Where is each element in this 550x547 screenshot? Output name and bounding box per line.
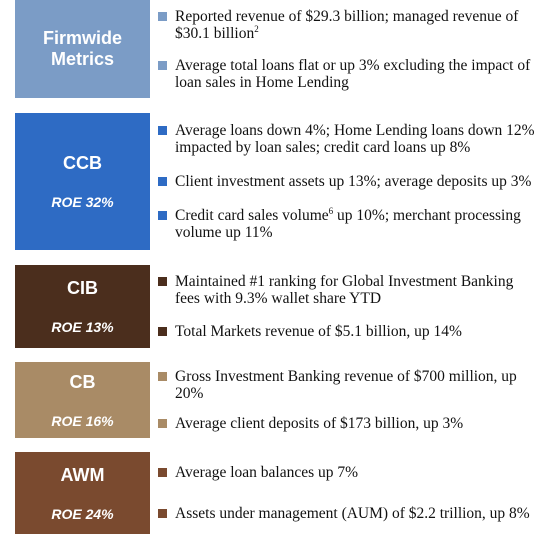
bullet-marker xyxy=(158,176,167,186)
bullet-text: Average loans down 4%; Home Lending loan… xyxy=(175,121,535,156)
segment-label: Firmwide Metrics xyxy=(42,28,122,69)
bullet-marker xyxy=(158,277,167,286)
bullet: Average total loans flat or up 3% exclud… xyxy=(158,57,540,91)
bullet: Average client deposits of $173 billion,… xyxy=(158,415,540,432)
bullet-marker xyxy=(158,418,167,428)
segment-label: CCB xyxy=(63,153,102,173)
segment-label: AWM xyxy=(60,464,105,485)
segment-box: CIB ROE 13% xyxy=(15,265,150,348)
bullet-marker xyxy=(158,327,167,336)
bullet: Average loans down 4%; Home Lending loan… xyxy=(158,122,540,156)
bullet-list: Maintained #1 ranking for Global Investm… xyxy=(158,265,540,348)
bullet: Gross Investment Banking revenue of $700… xyxy=(158,368,540,402)
bullet-text: Client investment assets up 13%; average… xyxy=(175,172,532,190)
bullet-text: Average total loans flat or up 3% exclud… xyxy=(175,56,531,91)
segment-label: CIB xyxy=(67,278,98,298)
segment-roe: ROE 32% xyxy=(51,194,114,210)
bullet-list: Gross Investment Banking revenue of $700… xyxy=(158,362,540,438)
bullet-marker xyxy=(158,11,167,21)
segment-box: Firmwide Metrics xyxy=(15,0,150,98)
bullet-text: Total Markets revenue of $5.1 billion, u… xyxy=(175,323,462,340)
bullet-marker xyxy=(158,60,167,70)
bullet: Maintained #1 ranking for Global Investm… xyxy=(158,273,540,307)
segment-roe: ROE 24% xyxy=(51,505,114,522)
segment-label: CB xyxy=(69,371,96,392)
bullet-list: Reported revenue of $29.3 billion; manag… xyxy=(158,0,540,98)
bullet-text: Average client deposits of $173 billion,… xyxy=(175,414,464,432)
bullet-text: Reported revenue of $29.3 billion; manag… xyxy=(175,7,519,42)
bullet-text: Gross Investment Banking revenue of $700… xyxy=(175,368,517,403)
segment-roe: ROE 13% xyxy=(51,319,114,335)
segment-box: CB ROE 16% xyxy=(15,362,150,438)
bullet-marker xyxy=(158,211,167,221)
bullet-text: Maintained #1 ranking for Global Investm… xyxy=(175,273,514,307)
bullet: Average loan balances up 7% xyxy=(158,464,540,481)
bullet: Credit card sales volume6 up 10%; mercha… xyxy=(158,207,540,241)
bullet-marker xyxy=(158,125,167,135)
bullet: Client investment assets up 13%; average… xyxy=(158,173,540,190)
bullet-marker xyxy=(158,372,167,382)
bullet-text: Assets under management (AUM) of $2.2 tr… xyxy=(175,505,530,522)
bullet-list: Average loan balances up 7% Assets under … xyxy=(158,452,540,534)
footnote-ref: 6 xyxy=(328,206,334,217)
footnote-ref: 2 xyxy=(254,23,259,34)
segment-roe: ROE 16% xyxy=(51,412,114,429)
bullet-text: Average loan balances up 7% xyxy=(175,464,359,481)
bullet-text: up 10%; merchant processing volume up 11… xyxy=(175,207,521,242)
segment-box: CCB ROE 32% xyxy=(15,113,150,250)
bullet-text: Credit card sales volume xyxy=(175,207,329,225)
segment-box: AWM ROE 24% xyxy=(15,452,150,534)
bullet-marker xyxy=(158,468,167,477)
bullet-marker xyxy=(158,509,167,518)
bullet: Assets under management (AUM) of $2.2 tr… xyxy=(158,505,540,522)
bullet: Reported revenue of $29.3 billion; manag… xyxy=(158,8,540,42)
bullet: Total Markets revenue of $5.1 billion, u… xyxy=(158,323,540,340)
bullet-list: Average loans down 4%; Home Lending loan… xyxy=(158,113,540,250)
